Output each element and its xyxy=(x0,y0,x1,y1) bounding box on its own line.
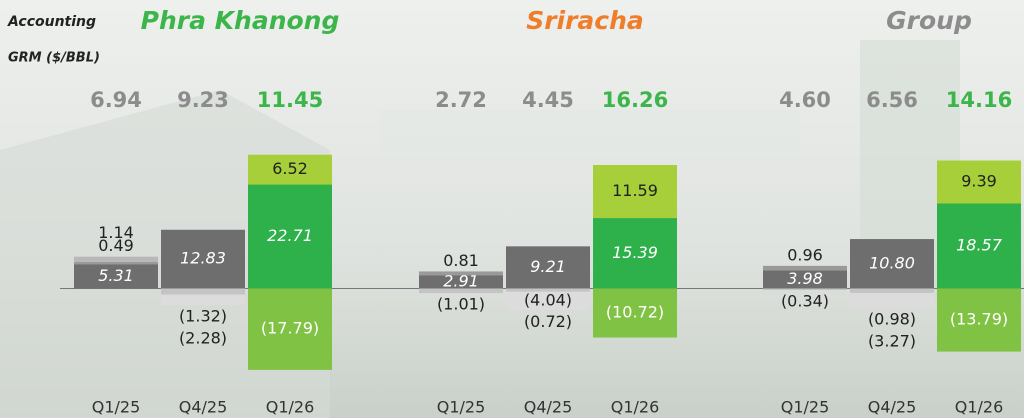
value-label: 0.96 xyxy=(787,245,823,264)
value-label: (4.04) xyxy=(524,291,572,310)
chart: Accounting GRM ($/BBL) Phra Khanong 5.31 0… xyxy=(0,0,1024,418)
total-label: 6.56 xyxy=(866,88,918,112)
x-tick-label: Q4/25 xyxy=(868,398,917,417)
value-label: (0.34) xyxy=(781,292,829,311)
bar-segment xyxy=(161,295,245,305)
bar-segment xyxy=(74,262,158,264)
panel-title: Phra Khanong xyxy=(141,6,340,35)
bar-segment xyxy=(161,288,245,294)
x-tick-label: Q4/25 xyxy=(179,398,228,417)
bar-segment xyxy=(763,288,847,290)
value-label: 11.59 xyxy=(612,181,658,200)
value-label: 12.83 xyxy=(180,249,226,268)
value-label: 1.14 xyxy=(98,223,134,242)
value-label: 5.31 xyxy=(98,266,134,285)
x-tick-label: Q1/25 xyxy=(437,398,486,417)
x-tick-label: Q1/26 xyxy=(611,398,660,417)
total-label: 2.72 xyxy=(435,88,487,112)
x-tick-label: Q1/25 xyxy=(781,398,830,417)
total-label: 16.26 xyxy=(602,88,668,112)
value-label: (0.98) xyxy=(868,309,916,328)
value-label: 22.71 xyxy=(267,226,313,245)
value-label: (0.72) xyxy=(524,312,572,331)
bar-segment xyxy=(850,288,934,292)
bar-segment xyxy=(850,293,934,308)
value-label: 18.57 xyxy=(956,235,1003,254)
background-canopy xyxy=(380,110,800,150)
value-label: 9.39 xyxy=(961,172,997,191)
panel-title: Group xyxy=(886,6,972,35)
total-label: 4.60 xyxy=(779,88,831,112)
bar-segment xyxy=(419,288,503,293)
total-label: 4.45 xyxy=(522,88,574,112)
total-label: 9.23 xyxy=(177,88,229,112)
bar-segment xyxy=(74,257,158,262)
label-line: Accounting xyxy=(7,14,96,30)
x-tick-label: Q4/25 xyxy=(524,398,573,417)
value-label: 0.81 xyxy=(443,251,479,270)
label-line: GRM ($/BBL) xyxy=(8,51,100,66)
value-label: 15.39 xyxy=(612,243,658,262)
value-label: (1.32) xyxy=(179,306,227,325)
value-label: (1.01) xyxy=(437,295,485,314)
total-label: 6.94 xyxy=(90,88,142,112)
value-label: 6.52 xyxy=(272,159,308,178)
panel-title: Sriracha xyxy=(526,6,644,35)
value-label: 9.21 xyxy=(530,257,566,276)
x-tick-label: Q1/26 xyxy=(266,398,315,417)
value-label: (3.27) xyxy=(868,331,916,350)
bar-segment xyxy=(419,271,503,275)
bar-segment xyxy=(763,266,847,270)
value-label: (13.79) xyxy=(950,310,1008,329)
value-label: (2.28) xyxy=(179,328,227,347)
value-label: 10.80 xyxy=(869,253,915,272)
value-label: 3.98 xyxy=(787,269,823,288)
x-tick-label: Q1/25 xyxy=(92,398,141,417)
total-label: 11.45 xyxy=(257,88,323,112)
value-label: (17.79) xyxy=(261,319,319,338)
total-label: 14.16 xyxy=(946,88,1012,112)
x-tick-label: Q1/26 xyxy=(955,398,1004,417)
value-label: (10.72) xyxy=(606,303,664,322)
